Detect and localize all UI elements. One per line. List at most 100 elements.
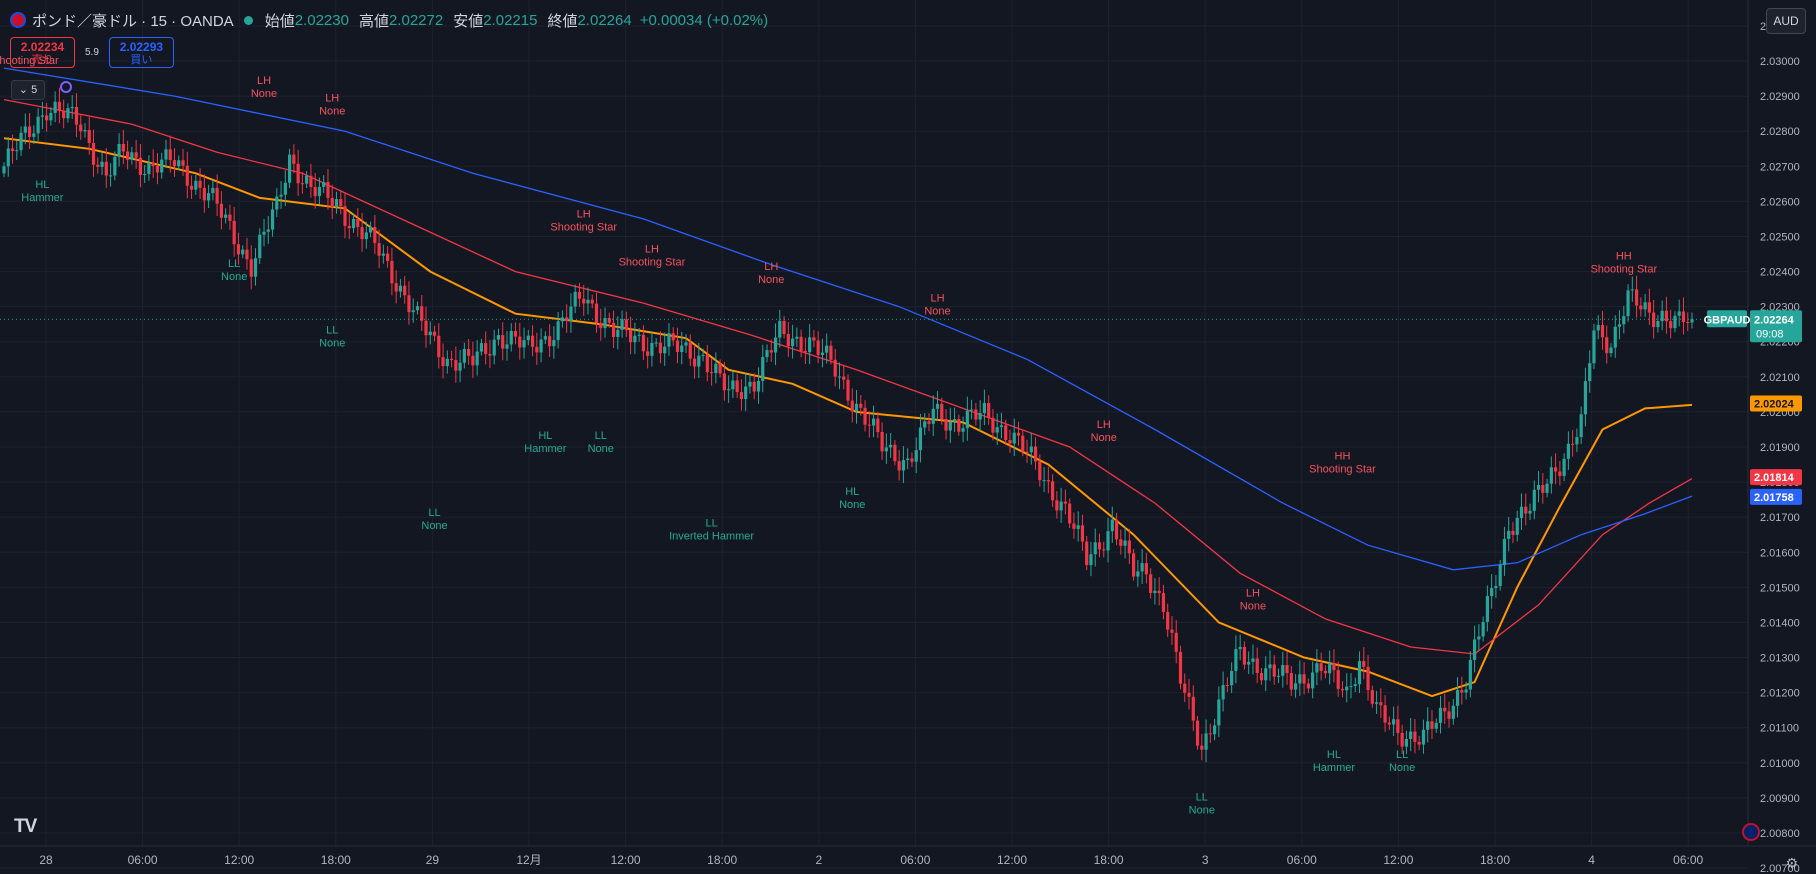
candle-body — [633, 335, 637, 343]
candle — [1298, 660, 1302, 696]
candle — [1230, 662, 1234, 694]
candle — [1038, 454, 1042, 487]
candle-body — [552, 340, 556, 347]
candle — [778, 309, 782, 348]
candle-body — [1362, 661, 1366, 667]
candle — [390, 247, 394, 296]
candle-body — [833, 359, 837, 377]
candle-body — [36, 116, 40, 134]
candle-body — [795, 336, 799, 339]
symbol-title[interactable]: ポンド／豪ドル · 15 · OANDA — [32, 12, 234, 30]
candle — [83, 123, 87, 138]
buy-button[interactable]: 2.02293 買い — [108, 37, 174, 68]
candle — [1622, 306, 1626, 334]
candle-body — [1174, 632, 1178, 652]
candle-body — [27, 126, 32, 137]
candle-body — [607, 318, 611, 323]
pattern-label: LL — [228, 258, 240, 270]
candle — [1515, 510, 1519, 542]
candle — [513, 322, 518, 345]
candle — [424, 306, 428, 348]
candle — [825, 333, 829, 364]
candle-body — [1690, 319, 1694, 323]
currency-button[interactable]: AUD — [1766, 8, 1806, 34]
candle — [1021, 430, 1025, 457]
candle — [32, 125, 36, 145]
candle-body — [1502, 538, 1507, 565]
sell-button[interactable]: 2.02234 売り — [10, 37, 75, 68]
candle — [189, 175, 194, 199]
candle-body — [1131, 553, 1136, 577]
candle — [198, 168, 202, 200]
candle — [249, 245, 253, 290]
candle — [1617, 310, 1622, 340]
pattern-label: LL — [1396, 749, 1408, 761]
pattern-label: Shooting Star — [619, 257, 686, 269]
candle — [769, 339, 773, 362]
indicator-toggle[interactable]: ⌄ 5 — [11, 80, 45, 100]
tradingview-logo-icon[interactable]: TV — [14, 816, 37, 837]
candle — [505, 331, 509, 361]
candle — [1468, 651, 1472, 698]
candle — [1247, 651, 1251, 675]
candle — [1340, 681, 1345, 698]
candle — [1102, 541, 1106, 558]
candle — [1686, 312, 1690, 332]
candle — [1114, 512, 1119, 546]
pattern-label: LH — [1097, 419, 1111, 431]
candle-body — [961, 428, 965, 432]
candle — [317, 177, 322, 205]
candle — [168, 135, 172, 173]
candle-body — [1681, 311, 1686, 322]
candle-body — [987, 403, 991, 418]
candle — [15, 140, 19, 161]
candle — [897, 449, 901, 481]
candle-body — [1345, 686, 1349, 691]
candle — [893, 440, 897, 466]
candle — [219, 190, 223, 230]
pattern-label: None — [251, 88, 277, 100]
candle-body — [837, 376, 842, 378]
candle-body — [786, 333, 790, 347]
candle — [1553, 453, 1558, 485]
candle-body — [1072, 523, 1076, 529]
candle-body — [854, 403, 859, 412]
candle-body — [398, 285, 403, 292]
candle-body — [275, 196, 279, 210]
candle — [1600, 310, 1605, 350]
candle-body — [1089, 554, 1093, 566]
settings-gear-icon[interactable]: ⚙ — [1785, 855, 1798, 871]
candle-body — [790, 338, 795, 347]
candle-body — [79, 124, 83, 132]
candle — [300, 172, 304, 194]
candle-body — [1080, 525, 1085, 542]
candle-body — [637, 334, 641, 336]
candle-body — [727, 389, 731, 391]
candle — [923, 412, 927, 435]
candle-body — [1579, 414, 1583, 438]
candle-body — [6, 148, 10, 167]
candle-body — [202, 187, 206, 201]
candle — [462, 342, 466, 369]
candle-body — [701, 354, 705, 356]
pattern-label: None — [221, 271, 247, 283]
candle — [1362, 647, 1366, 680]
candle-body — [1464, 689, 1468, 693]
price-tick-label: 2.03000 — [1760, 56, 1800, 68]
candle-body — [1051, 481, 1055, 501]
candle — [914, 437, 918, 474]
candle — [991, 409, 995, 441]
candle — [1605, 325, 1609, 364]
pattern-label: LH — [1246, 587, 1260, 599]
candle-body — [650, 342, 654, 356]
candle-body — [982, 403, 987, 414]
candle-body — [914, 450, 918, 462]
candle — [876, 411, 880, 439]
candle — [1149, 568, 1153, 599]
time-tick-label: 12:00 — [997, 853, 1027, 867]
candle — [270, 201, 275, 237]
candle-body — [232, 220, 236, 245]
indicator-cycle-icon[interactable] — [60, 81, 72, 93]
time-tick-label: 2 — [815, 853, 822, 867]
